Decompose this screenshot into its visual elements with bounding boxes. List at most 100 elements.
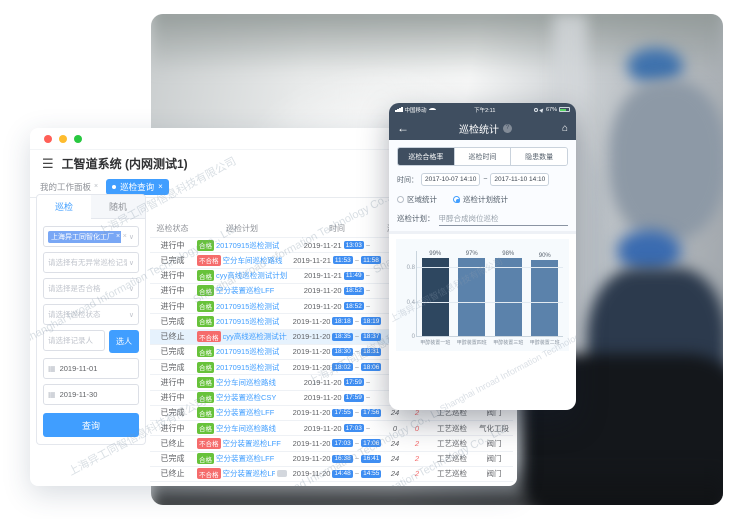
radio-icon bbox=[453, 196, 460, 203]
plan-link[interactable]: 20170915巡检测试 bbox=[216, 301, 280, 311]
plan-link[interactable]: 20170915巡检测试 bbox=[216, 240, 280, 250]
start-time-badge: 18:35 bbox=[332, 332, 353, 341]
y-tick-label: 0 bbox=[411, 334, 415, 340]
plan-cell: 合格 空分车间巡检路线 bbox=[195, 376, 289, 388]
clear-icon[interactable]: × bbox=[122, 233, 127, 240]
radio-unselected[interactable]: 区域统计 bbox=[397, 194, 437, 205]
org-select[interactable]: 上海异工同智化工厂 × × ∨ bbox=[43, 226, 139, 247]
menu-icon[interactable]: ☰ bbox=[42, 155, 54, 171]
radio-selected[interactable]: 巡检计划统计 bbox=[453, 194, 508, 205]
time-to-input[interactable]: 2017-11-10 14:10 bbox=[490, 173, 550, 186]
worker1-body bbox=[609, 80, 723, 240]
time-from-input[interactable]: 2017-10-07 14:10 bbox=[421, 173, 481, 186]
segment-tab[interactable]: 巡检合格率 bbox=[398, 148, 454, 165]
date-from-input[interactable]: ▦ 2019-11-01 bbox=[43, 358, 139, 379]
filter-body: 上海异工同智化工厂 × × ∨ 请选择有无异常巡检记录 ∨ 请选择是否合格 ∨ 请选择… bbox=[36, 219, 146, 445]
filter-select[interactable]: 请选择巡检状态 ∨ bbox=[43, 304, 139, 325]
end-time-badge: 18:31 bbox=[361, 347, 382, 356]
stat-mode-radios: 区域统计 巡检计划统计 bbox=[397, 194, 568, 205]
home-icon[interactable]: ⌂ bbox=[561, 122, 568, 134]
plan-link[interactable]: cyy高线巡检测试计划 bbox=[216, 271, 287, 281]
pick-person-button[interactable]: 选人 bbox=[109, 330, 139, 353]
chart-bar: 90% 甲醇装置二班 bbox=[530, 251, 560, 346]
plan-link[interactable]: 20170915巡检测试 bbox=[216, 316, 280, 326]
plan-link[interactable]: 空分车间巡检路线 bbox=[216, 377, 276, 387]
table-row[interactable]: 已终止 不合格 空分装置巡检LFF 2019-11-20 14:48 ~ 14:… bbox=[150, 466, 513, 482]
status-cell: 已完成 bbox=[160, 255, 185, 265]
inspection-area: 阀门 bbox=[486, 469, 502, 479]
calendar-icon: ▦ bbox=[48, 390, 56, 399]
tab-inspection[interactable]: 巡检 bbox=[37, 195, 91, 219]
missed-count: 24 bbox=[390, 408, 400, 418]
time-cell: 2019-11-21 11:49 ~ bbox=[304, 271, 370, 281]
plan-link[interactable]: 空分装置巡检LFF bbox=[222, 438, 281, 448]
chip-close-icon[interactable]: × bbox=[116, 233, 121, 240]
result-badge: 合格 bbox=[197, 376, 214, 388]
plan-cell: 不合格 空分车间巡检路线 bbox=[195, 254, 289, 266]
column-header: 巡检计划 bbox=[226, 224, 258, 233]
end-time-badge: 18:06 bbox=[361, 363, 382, 372]
plan-input[interactable]: 甲醇合成岗位巡检 bbox=[438, 213, 568, 226]
window-titlebar bbox=[30, 128, 517, 150]
chart-bar: 97% 甲醇装置四班 bbox=[457, 251, 487, 346]
bar-value-label: 90% bbox=[538, 252, 551, 259]
segment-tab[interactable]: 隐患数量 bbox=[510, 148, 567, 165]
plan-link[interactable]: 空分装置巡检LFF bbox=[222, 469, 276, 479]
plan-link[interactable]: 20170915巡检测试 bbox=[216, 347, 280, 357]
search-button[interactable]: 查询 bbox=[43, 413, 139, 437]
plan-link[interactable]: 空分装置巡检LFF bbox=[216, 408, 275, 418]
tab-random[interactable]: 随机 bbox=[91, 195, 145, 219]
missed-count: 24 bbox=[390, 438, 400, 448]
plan-link[interactable]: 空分装置巡检LFF bbox=[216, 286, 275, 296]
pass-rate-chart: 99% 甲醇装置一班 97% 甲醇装置四班 98% 甲醇装置三班 90% 甲醇装置二班 0 0.… bbox=[396, 239, 569, 351]
status-cell: 进行中 bbox=[160, 271, 185, 281]
filter-select[interactable]: 请选择有无异常巡检记录 ∨ bbox=[43, 252, 139, 273]
plan-link[interactable]: 空分装置巡检LFF bbox=[216, 454, 275, 464]
chart-bar: 98% 甲醇装置三班 bbox=[493, 251, 523, 346]
table-row[interactable]: 已终止 不合格 空分装置巡检LFF 2019-11-20 17:03 ~ 17:… bbox=[150, 436, 513, 452]
plan-link[interactable]: 空分车间巡检路线 bbox=[222, 255, 283, 265]
tab-my-workspace-label: 我的工作面板 bbox=[40, 181, 92, 192]
result-badge: 不合格 bbox=[197, 437, 221, 449]
minimize-window-button[interactable] bbox=[59, 134, 67, 143]
plan-link[interactable]: 20170915巡检测试 bbox=[216, 362, 280, 372]
start-time-badge: 18:18 bbox=[332, 317, 353, 326]
inspection-type: 工艺巡检 bbox=[437, 469, 467, 479]
tab-close-icon[interactable]: × bbox=[158, 182, 163, 191]
status-cell: 已完成 bbox=[160, 316, 185, 326]
back-icon[interactable]: ← bbox=[397, 121, 409, 135]
plan-cell: 合格 20170915巡检测试 bbox=[195, 239, 289, 251]
segmented-tabs: 巡检合格率 巡检时间 隐患数量 bbox=[397, 147, 568, 166]
phone-status-bar: 中国移动 下午2:11 67% bbox=[389, 103, 576, 116]
end-time-badge: 11:58 bbox=[361, 256, 381, 265]
plan-link[interactable]: cyy高线巡检测试计划 bbox=[222, 332, 288, 342]
filter-select[interactable]: 请选择是否合格 ∨ bbox=[43, 278, 139, 299]
status-cell: 已完成 bbox=[160, 347, 185, 357]
start-time-badge: 17:03 bbox=[343, 424, 364, 433]
close-window-button[interactable] bbox=[44, 134, 52, 143]
date-to-input[interactable]: ▦ 2019-11-30 bbox=[43, 384, 139, 405]
table-row[interactable]: 进行中 合格 空分车间巡检路线 2019-11-20 17:03 ~ 0 0 工… bbox=[150, 421, 513, 437]
tab-close-icon[interactable]: × bbox=[94, 183, 99, 190]
info-icon[interactable]: ? bbox=[502, 123, 512, 133]
tab-my-workspace[interactable]: 我的工作面板 × bbox=[40, 181, 98, 193]
battery-percent: 67% bbox=[545, 106, 557, 113]
recorder-input[interactable]: 请选择记录人 bbox=[43, 330, 105, 351]
plan-link[interactable]: 空分车间巡检路线 bbox=[216, 423, 276, 433]
zoom-window-button[interactable] bbox=[74, 134, 82, 143]
start-time-badge: 18:52 bbox=[343, 286, 364, 295]
start-time-badge: 18:52 bbox=[343, 302, 364, 311]
start-time-badge: 18:30 bbox=[332, 347, 353, 356]
abnormal-count: 0 bbox=[414, 423, 420, 433]
time-cell: 2019-11-20 18:35 ~ 18:37 bbox=[292, 332, 382, 342]
segment-tab[interactable]: 巡检时间 bbox=[453, 148, 511, 165]
plan-link[interactable]: 空分装置巡检CSY bbox=[216, 393, 277, 403]
plan-row: 巡检计划： 甲醇合成岗位巡检 bbox=[397, 213, 568, 226]
tab-inspection-query[interactable]: 巡检查询 × bbox=[106, 178, 169, 195]
recorder-row: 请选择记录人 选人 bbox=[43, 330, 139, 353]
result-badge: 合格 bbox=[197, 285, 214, 297]
table-row[interactable]: 已完成 合格 空分装置巡检LFF 2019-11-20 16:38 ~ 16:4… bbox=[150, 451, 513, 467]
inspection-type: 工艺巡检 bbox=[437, 423, 467, 433]
worker1-helmet bbox=[627, 48, 683, 84]
